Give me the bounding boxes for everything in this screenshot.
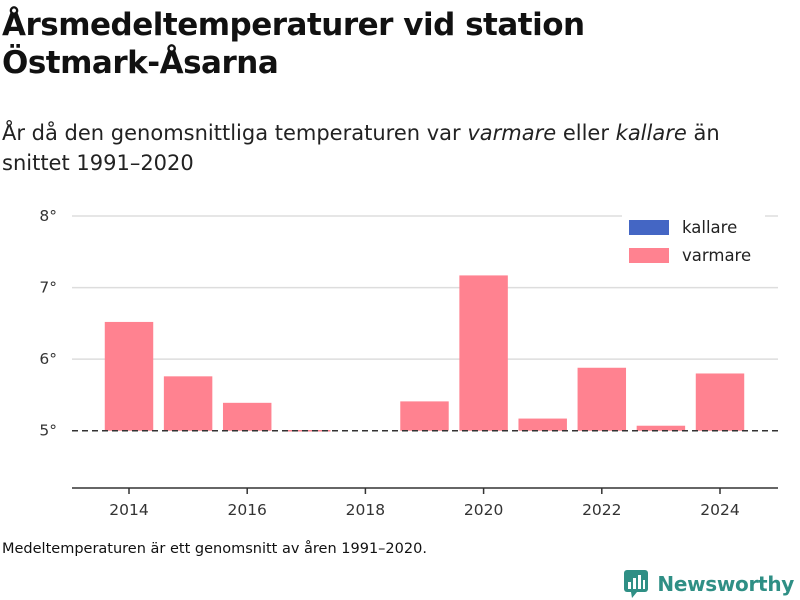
bar-2016 bbox=[222, 402, 272, 431]
y-tick-label: 6° bbox=[39, 350, 57, 368]
bar-chart: 5° 6° 7° 8° 2014 2016 2018 2020 2022 2024 kallare v… bbox=[39, 207, 778, 519]
chart-title-line-1: Årsmedeltemperaturer vid station bbox=[2, 7, 585, 43]
x-tick-label: 2022 bbox=[582, 501, 621, 519]
bar-2022 bbox=[577, 367, 627, 431]
bar-2015 bbox=[163, 376, 213, 431]
bar-2019 bbox=[400, 401, 449, 431]
x-tick-label: 2024 bbox=[700, 501, 739, 519]
subtitle-cold-word: kallare bbox=[615, 121, 687, 145]
y-tick-label: 8° bbox=[39, 207, 57, 225]
legend-label-kallare: kallare bbox=[682, 218, 737, 237]
brand-logo: Newsworthy bbox=[623, 568, 794, 600]
bar-2024 bbox=[695, 373, 745, 431]
subtitle-part-1: År då den genomsnittliga temperaturen va… bbox=[2, 121, 468, 145]
newsworthy-logo-icon bbox=[624, 570, 649, 598]
y-tick-label: 7° bbox=[39, 279, 57, 297]
x-tick-label: 2018 bbox=[346, 501, 385, 519]
x-tick-label: 2016 bbox=[227, 501, 266, 519]
x-tick-label: 2020 bbox=[464, 501, 503, 519]
brand-name: Newsworthy bbox=[657, 572, 794, 596]
legend-swatch-varmare bbox=[629, 248, 669, 263]
subtitle-part-2: eller bbox=[556, 121, 616, 145]
bar-2023 bbox=[636, 425, 686, 431]
subtitle-part-3: än snittet 1991–2020 bbox=[2, 121, 720, 175]
footnote: Medeltemperaturen är ett genomsnitt av å… bbox=[2, 541, 427, 557]
bar-2014 bbox=[104, 321, 154, 431]
x-tick-label: 2014 bbox=[109, 501, 148, 519]
chart-title-line-2: Östmark-Åsarna bbox=[2, 45, 279, 81]
chart-title: Årsmedeltemperaturer vid station Östmark… bbox=[2, 6, 792, 82]
subtitle-warm-word: varmare bbox=[467, 121, 557, 145]
legend-label-varmare: varmare bbox=[682, 246, 751, 265]
bar-2021 bbox=[518, 418, 567, 431]
legend-swatch-kallare bbox=[629, 220, 669, 235]
bar-2020 bbox=[459, 275, 508, 431]
chart-subtitle: År då den genomsnittliga temperaturen va… bbox=[2, 118, 792, 178]
y-tick-label: 5° bbox=[39, 422, 57, 440]
